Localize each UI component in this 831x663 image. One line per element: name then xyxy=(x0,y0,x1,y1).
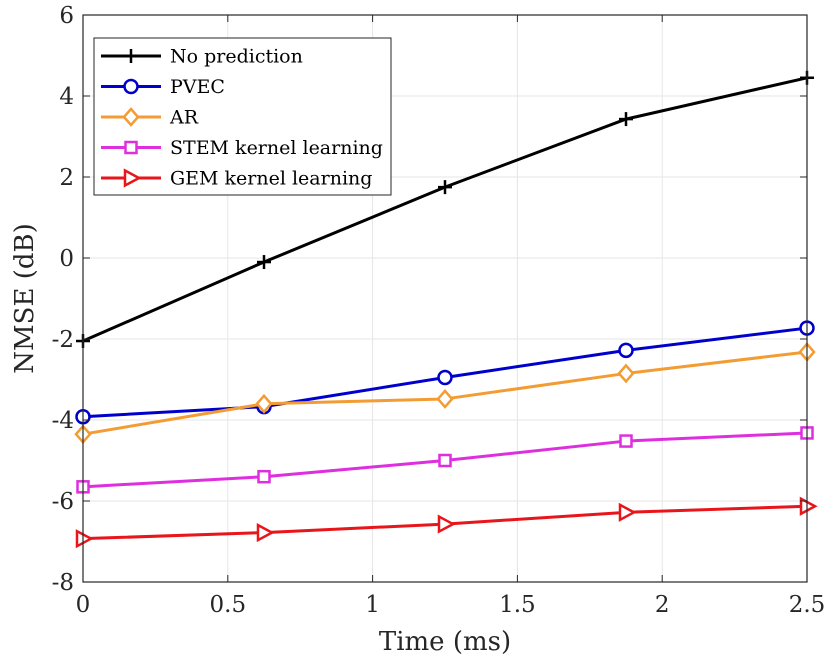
y-tick-label: -6 xyxy=(52,489,74,515)
y-tick-label: 6 xyxy=(59,3,74,29)
legend: No prediction PVEC AR STEM kernel learning G… xyxy=(93,37,392,196)
y-tick-label: -4 xyxy=(52,408,74,434)
diamond-marker xyxy=(617,363,635,384)
legend-label: PVEC xyxy=(170,76,225,98)
circle-marker xyxy=(123,78,139,95)
diamond-marker xyxy=(122,107,140,127)
plus-marker xyxy=(619,112,633,127)
triangle-right-marker xyxy=(799,496,818,516)
triangle-right-marker xyxy=(256,523,275,543)
x-tick-label: 1.5 xyxy=(499,592,536,618)
legend-item: No prediction xyxy=(101,46,303,68)
legend-label: STEM kernel learning xyxy=(170,137,383,159)
legend-label: AR xyxy=(169,107,199,129)
circle-marker xyxy=(437,369,453,386)
x-tick-label: 2 xyxy=(655,592,670,618)
plus-marker xyxy=(438,180,452,195)
x-tick-label: 2.5 xyxy=(789,592,826,618)
y-axis-label: NMSE (dB) xyxy=(10,223,40,373)
legend-item: STEM kernel learning xyxy=(101,137,383,159)
plus-marker xyxy=(257,255,271,270)
diamond-marker xyxy=(436,389,454,409)
triangle-right-marker xyxy=(618,502,637,522)
x-tick-label: 1 xyxy=(365,592,380,618)
legend-label: GEM kernel learning xyxy=(170,168,372,190)
diamond-marker xyxy=(255,393,273,414)
x-axis-label: Time (ms) xyxy=(379,627,511,657)
legend-item: AR xyxy=(101,107,199,129)
triangle-right-marker xyxy=(123,168,142,188)
square-marker xyxy=(438,453,452,468)
series-no-prediction xyxy=(76,70,814,349)
plot-frame xyxy=(82,14,808,583)
legend-item: PVEC xyxy=(101,76,225,98)
triangle-right-marker xyxy=(75,529,94,549)
y-tick-label: -2 xyxy=(52,327,74,353)
square-marker xyxy=(124,140,138,155)
legend-label: No prediction xyxy=(170,46,303,68)
axis-ticks: 0 0.5 1 1.5 2 2.5 -8 -6 -4 -2 0 2 4 6 xyxy=(52,3,826,618)
y-tick-label: 4 xyxy=(59,84,74,110)
circle-marker xyxy=(618,342,634,359)
legend-box xyxy=(93,37,392,196)
y-tick-label: 0 xyxy=(59,246,74,272)
x-tick-label: 0 xyxy=(76,592,91,618)
series-gem-kernel-learning xyxy=(75,496,818,549)
legend-item: GEM kernel learning xyxy=(101,168,372,190)
triangle-right-marker xyxy=(437,514,456,534)
series-layer xyxy=(74,70,818,549)
plus-marker xyxy=(124,49,138,63)
square-marker xyxy=(619,434,633,448)
y-tick-label: -8 xyxy=(52,570,74,596)
y-tick-label: 2 xyxy=(59,165,74,191)
x-tick-label: 0.5 xyxy=(210,592,247,618)
square-marker xyxy=(257,469,271,484)
